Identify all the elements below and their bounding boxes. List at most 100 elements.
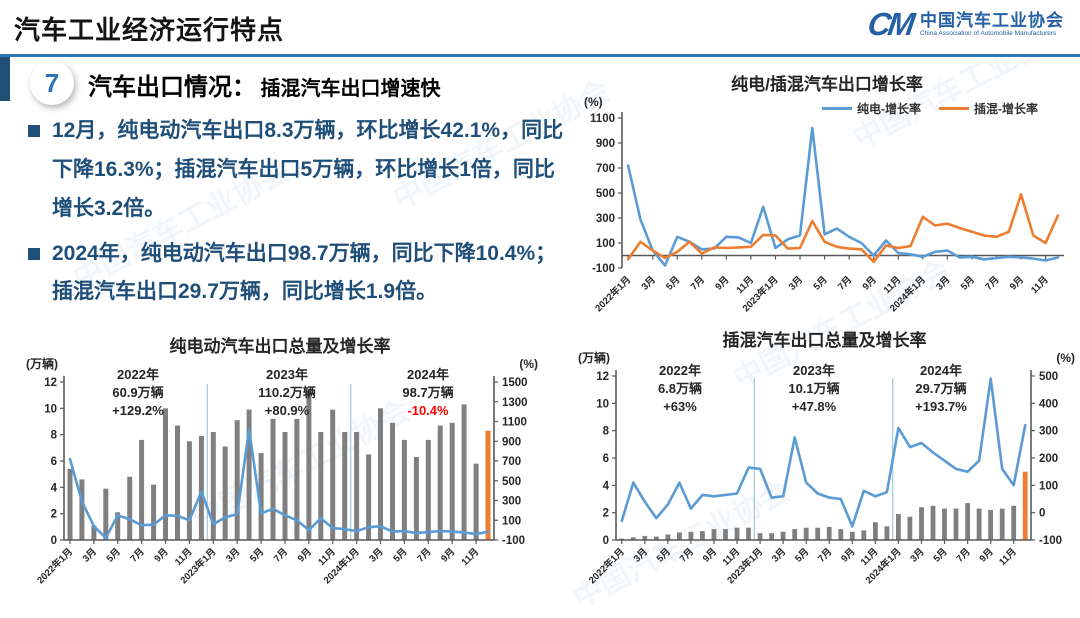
right-axis-unit: (%) xyxy=(519,357,538,371)
svg-text:7月: 7月 xyxy=(954,546,972,564)
svg-text:5月: 5月 xyxy=(793,546,811,564)
svg-text:10: 10 xyxy=(596,398,609,410)
svg-text:1300: 1300 xyxy=(502,397,528,409)
legend-item-phev: 插混-增长率 xyxy=(939,100,1038,117)
bullet-square-icon xyxy=(28,125,40,137)
svg-text:200: 200 xyxy=(1039,453,1058,465)
svg-text:11月: 11月 xyxy=(882,274,904,296)
bullet-square-icon xyxy=(28,247,40,260)
annotation-year: 2023年 xyxy=(793,363,835,378)
left-axis-unit: (万辆) xyxy=(578,350,610,365)
svg-text:3月: 3月 xyxy=(81,546,99,564)
svg-text:300: 300 xyxy=(502,496,521,508)
svg-text:2022年1月: 2022年1月 xyxy=(34,546,75,587)
svg-text:6: 6 xyxy=(603,453,609,465)
svg-text:100: 100 xyxy=(596,238,615,250)
svg-text:7月: 7月 xyxy=(836,274,854,292)
legend-line-swatch xyxy=(939,107,969,110)
section-number-badge: 7 xyxy=(30,61,74,105)
svg-text:9月: 9月 xyxy=(439,546,457,564)
svg-text:2: 2 xyxy=(51,509,57,521)
svg-text:2: 2 xyxy=(603,508,609,520)
svg-text:8: 8 xyxy=(51,430,58,442)
legend-line-swatch xyxy=(822,107,852,110)
svg-text:5月: 5月 xyxy=(391,546,409,564)
legend-label: 纯电-增长率 xyxy=(857,102,921,116)
year-separators xyxy=(206,384,352,540)
svg-text:900: 900 xyxy=(596,138,615,150)
annotation-total: 60.9万辆 xyxy=(112,385,164,401)
section-title: 汽车出口情况： 插混汽车出口增速快 xyxy=(88,67,440,102)
svg-text:9月: 9月 xyxy=(713,274,731,292)
svg-text:5月: 5月 xyxy=(664,274,682,292)
annotation-year: 2022年 xyxy=(117,367,159,382)
svg-text:11月: 11月 xyxy=(997,546,1019,568)
chart-title: 纯电动汽车出口总量及增长率 xyxy=(169,337,391,356)
accent-strip xyxy=(0,57,10,101)
svg-text:7月: 7月 xyxy=(415,546,433,564)
svg-text:-100: -100 xyxy=(502,535,525,547)
growth-rate-chart: 纯电/插混汽车出口增长率 纯电-增长率 插混-增长率 2022年1月 3月 5月 7月… xyxy=(578,74,1076,320)
svg-text:10: 10 xyxy=(44,403,57,415)
svg-text:11月: 11月 xyxy=(460,546,482,568)
svg-text:7月: 7月 xyxy=(689,274,707,292)
svg-text:0: 0 xyxy=(1039,508,1045,520)
annotation-2023: 2023年 110.2万辆 +80.9% xyxy=(235,366,339,421)
annotation-total: 10.1万辆 xyxy=(788,381,840,397)
bullet-item: 2024年，纯电动汽车出口98.7万辆，同比下降10.4%；插混汽车出口29.7… xyxy=(28,235,570,313)
svg-text:7月: 7月 xyxy=(816,546,834,564)
svg-text:6: 6 xyxy=(51,456,57,468)
series-增长率 xyxy=(620,377,1027,528)
section-number: 7 xyxy=(44,67,60,98)
annotation-growth: +129.2% xyxy=(112,403,164,419)
svg-text:3月: 3月 xyxy=(934,274,952,292)
annotation-growth: +80.9% xyxy=(264,403,310,419)
bullet-item: 12月，纯电动汽车出口8.3万辆，环比增长42.1%，同比下降16.3%；插混汽… xyxy=(28,112,570,229)
legend-item-bev: 纯电-增长率 xyxy=(822,100,921,117)
svg-text:5月: 5月 xyxy=(105,546,123,564)
svg-text:5月: 5月 xyxy=(811,274,829,292)
phev-export-chart: 插混汽车出口总量及增长率 2022年 6.8万辆 +63% 2023年 10.1… xyxy=(572,330,1077,598)
svg-text:9月: 9月 xyxy=(1008,274,1026,292)
bullet-text-2: 2024年，纯电动汽车出口98.7万辆，同比下降10.4%；插混汽车出口29.7… xyxy=(52,241,557,304)
section-title-main: 汽车出口情况： xyxy=(88,74,256,101)
svg-text:700: 700 xyxy=(596,163,615,175)
svg-text:500: 500 xyxy=(502,476,521,488)
svg-text:3月: 3月 xyxy=(908,546,926,564)
svg-text:900: 900 xyxy=(502,436,521,448)
annotation-year: 2022年 xyxy=(659,363,701,378)
bev-export-chart: 纯电动汽车出口总量及增长率 2022年 60.9万辆 +129.2% 2023年… xyxy=(20,336,540,598)
svg-text:400: 400 xyxy=(1039,398,1058,410)
logo-org-name-en: China Association of Automobile Manufact… xyxy=(920,30,1057,38)
svg-text:1100: 1100 xyxy=(590,113,615,125)
svg-text:4: 4 xyxy=(51,482,58,494)
svg-text:7月: 7月 xyxy=(129,546,147,564)
annotation-growth: +47.8% xyxy=(791,399,837,415)
annotation-total: 110.2万辆 xyxy=(258,385,316,401)
annotation-year: 2024年 xyxy=(407,367,449,382)
series-增长率 xyxy=(68,428,490,540)
annotation-2023: 2023年 10.1万辆 +47.8% xyxy=(762,362,866,417)
legend-label: 插混-增长率 xyxy=(974,102,1038,116)
svg-text:7月: 7月 xyxy=(678,546,696,564)
svg-text:500: 500 xyxy=(596,188,615,200)
svg-text:3月: 3月 xyxy=(224,546,242,564)
annotation-total: 29.7万辆 xyxy=(915,381,967,397)
chart-legend: 纯电-增长率 插混-增长率 xyxy=(822,100,1038,117)
svg-text:1500: 1500 xyxy=(502,377,528,389)
chart-title: 纯电/插混汽车出口增长率 xyxy=(731,75,923,94)
series-纯电-增长率 xyxy=(626,126,1060,267)
svg-text:100: 100 xyxy=(1039,480,1058,492)
svg-text:500: 500 xyxy=(1039,371,1058,383)
svg-text:100: 100 xyxy=(502,515,521,527)
bullet-text-1: 12月，纯电动汽车出口8.3万辆，环比增长42.1%，同比下降16.3%；插混汽… xyxy=(52,119,564,220)
svg-text:4: 4 xyxy=(603,480,610,492)
logo-org-name-cn: 中国汽车工业协会 xyxy=(920,10,1064,30)
svg-text:2022年1月: 2022年1月 xyxy=(593,274,634,315)
annotation-year: 2023年 xyxy=(266,367,308,382)
svg-text:1100: 1100 xyxy=(502,417,527,429)
annotation-growth: -10.4% xyxy=(407,403,449,419)
